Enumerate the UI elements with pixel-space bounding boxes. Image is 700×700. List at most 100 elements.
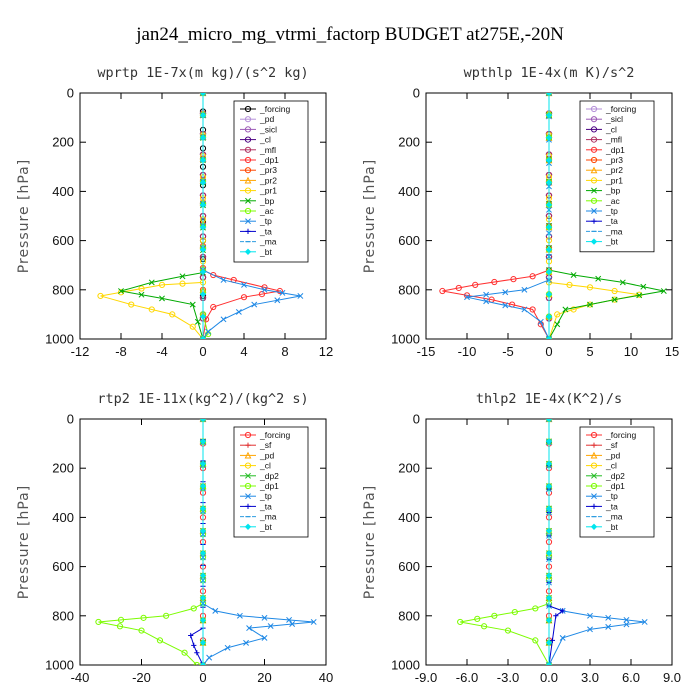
- data-point: [261, 286, 268, 293]
- legend-label: _pd: [259, 450, 274, 460]
- data-point: [297, 292, 304, 299]
- data-point: [194, 650, 200, 656]
- legend-marker: [244, 146, 252, 153]
- y-tick-label: 600: [398, 233, 420, 248]
- data-point: [258, 291, 266, 298]
- data-point: [205, 328, 212, 335]
- legend-marker: [244, 207, 252, 215]
- legend-box: [579, 100, 655, 253]
- data-point: [545, 617, 553, 624]
- legend-label: _ta: [605, 501, 618, 511]
- x-tick-label: 0: [199, 670, 206, 685]
- legend-label: _pr2: [259, 175, 277, 185]
- legend-marker: [591, 218, 597, 224]
- legend-label: _dp2: [259, 471, 279, 481]
- data-point: [560, 608, 566, 614]
- data-point: [472, 281, 479, 288]
- data-point: [605, 614, 612, 621]
- data-point: [529, 306, 536, 313]
- data-point: [545, 438, 553, 445]
- legend-marker: [244, 523, 252, 530]
- data-point: [194, 318, 201, 325]
- data-point: [546, 336, 552, 339]
- data-point: [636, 292, 643, 299]
- data-point: [199, 335, 207, 339]
- legend-marker: [591, 493, 597, 500]
- data-point: [641, 618, 648, 625]
- legend-label: _ma: [605, 512, 623, 522]
- data-point: [483, 298, 490, 305]
- x-tick-label: -8: [115, 344, 127, 359]
- y-tick-label: 1000: [45, 658, 74, 673]
- y-axis-label: Pressure [hPa]: [362, 485, 378, 599]
- x-tick-label: 12: [319, 344, 333, 359]
- legend-label: _cl: [605, 461, 617, 471]
- legend-label: _sicl: [259, 124, 277, 134]
- data-point: [545, 93, 553, 97]
- data-point: [179, 273, 186, 280]
- chart-panel-3: rtp2 1E-11x(kg^2)/(kg^2 s) Pressure [hPa]…: [16, 391, 333, 685]
- data-point: [199, 179, 207, 186]
- data-point: [504, 627, 512, 634]
- data-point: [586, 284, 594, 291]
- data-point: [200, 93, 206, 96]
- legend-label: _tp: [605, 491, 618, 501]
- data-point: [224, 644, 231, 651]
- data-point: [199, 572, 207, 579]
- legend-label: _tp: [259, 491, 272, 501]
- legend-marker: [590, 166, 598, 174]
- data-point: [439, 287, 446, 295]
- data-point: [554, 311, 561, 318]
- legend-marker: [590, 116, 598, 123]
- data-point: [220, 277, 227, 283]
- data-point: [199, 134, 207, 141]
- panel-title: wprtp 1E-7x(m kg)/(s^2 kg): [97, 65, 308, 81]
- legend-marker: [590, 462, 598, 469]
- x-tick-label: 10: [624, 344, 638, 359]
- data-point: [464, 294, 470, 301]
- data-point: [200, 419, 206, 422]
- data-point: [117, 289, 125, 296]
- series-line-dp1: [98, 419, 204, 665]
- data-point: [140, 614, 147, 621]
- y-tick-label: 200: [52, 461, 74, 476]
- legend-label: _ma: [605, 226, 623, 236]
- data-point: [545, 268, 553, 276]
- x-tick-label: 6.0: [622, 670, 640, 685]
- data-point: [532, 637, 539, 644]
- data-point: [199, 550, 207, 557]
- data-point: [241, 281, 247, 288]
- legend-marker: [244, 431, 252, 439]
- data-point: [570, 272, 577, 278]
- data-point: [611, 296, 618, 303]
- legend-label: _bt: [259, 522, 272, 532]
- data-point: [200, 662, 206, 665]
- data-point: [97, 292, 104, 300]
- x-tick-label: 5: [586, 344, 593, 359]
- data-point: [562, 306, 569, 313]
- data-point: [545, 460, 553, 467]
- x-tick-label: 0.0: [540, 670, 558, 685]
- legend-marker: [590, 146, 598, 153]
- data-point: [310, 618, 317, 625]
- legend-marker: [591, 187, 597, 194]
- legend-label: _tp: [259, 216, 272, 226]
- series-group: [95, 419, 317, 665]
- legend-label: _forcing: [605, 430, 637, 440]
- data-point: [240, 294, 248, 301]
- x-tick-label: -3.0: [497, 670, 519, 685]
- x-tick-label: 4: [240, 344, 247, 359]
- y-tick-label: 1000: [45, 332, 74, 347]
- data-point: [587, 612, 593, 619]
- legend-label: _dp1: [259, 481, 279, 491]
- y-tick-label: 800: [398, 608, 420, 623]
- data-point: [640, 283, 647, 290]
- panel-title: wpthlp 1E-4x(m K)/s^2: [464, 65, 635, 81]
- legend-marker: [244, 451, 252, 459]
- data-point: [199, 460, 207, 467]
- data-point: [491, 612, 498, 619]
- data-point: [212, 607, 219, 614]
- data-point: [545, 156, 553, 164]
- data-point: [521, 306, 528, 313]
- data-point: [236, 612, 243, 619]
